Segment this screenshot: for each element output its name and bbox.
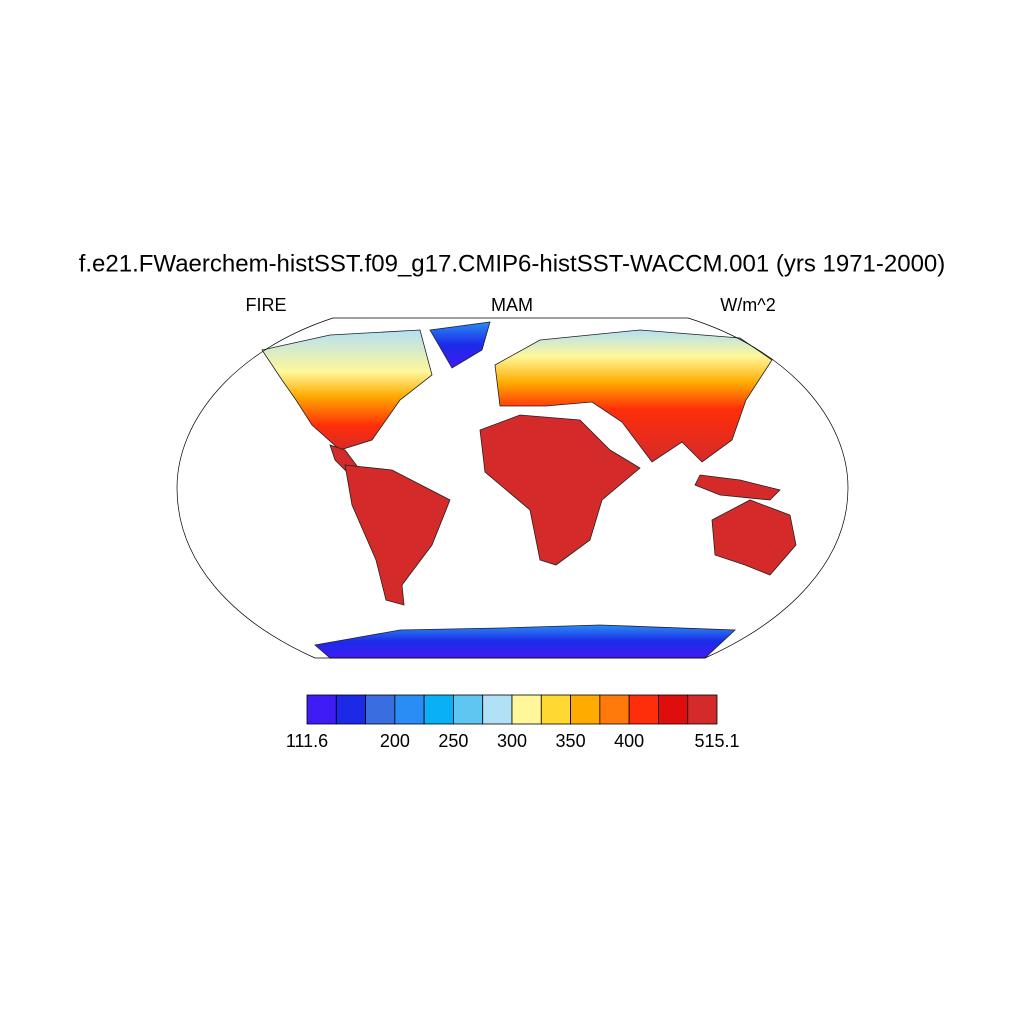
map bbox=[176, 317, 849, 659]
center-string: MAM bbox=[491, 295, 533, 315]
left-string: FIRE bbox=[245, 295, 286, 315]
colorbar-label: 300 bbox=[497, 731, 527, 751]
colorbar-box bbox=[365, 694, 396, 725]
colorbar-box bbox=[599, 694, 630, 725]
colorbar-label: 200 bbox=[380, 731, 410, 751]
colorbar: 111.6 200 250 300 350 400 515.1 bbox=[286, 694, 740, 751]
colorbar-box bbox=[628, 694, 659, 725]
colorbar-box bbox=[335, 694, 366, 725]
colorbar-label: 111.6 bbox=[286, 731, 328, 751]
right-string: W/m^2 bbox=[720, 295, 775, 315]
colorbar-box bbox=[482, 694, 513, 725]
antarctica bbox=[314, 624, 736, 659]
colorbar-box bbox=[570, 694, 601, 725]
north-america bbox=[261, 329, 433, 451]
colorbar-label: 350 bbox=[556, 731, 586, 751]
colorbar-box bbox=[394, 694, 425, 725]
greenland bbox=[429, 321, 491, 369]
australia bbox=[711, 499, 797, 576]
colorbar-box bbox=[658, 694, 689, 725]
map-outline bbox=[176, 317, 849, 659]
colorbar-box bbox=[511, 694, 542, 725]
eurasia bbox=[494, 329, 773, 463]
colorbar-box bbox=[687, 694, 718, 725]
colorbar-label: 250 bbox=[438, 731, 468, 751]
colorbar-label: 400 bbox=[614, 731, 644, 751]
colorbar-box bbox=[540, 694, 571, 725]
colorbar-box bbox=[423, 694, 454, 725]
colorbar-box bbox=[453, 694, 484, 725]
colorbar-label: 515.1 bbox=[694, 731, 739, 751]
africa bbox=[479, 414, 641, 566]
colorbar-box bbox=[306, 694, 337, 725]
title: f.e21.FWaerchem-histSST.f09_g17.CMIP6-hi… bbox=[79, 250, 946, 277]
indonesia bbox=[694, 474, 781, 501]
south-america bbox=[344, 464, 451, 606]
